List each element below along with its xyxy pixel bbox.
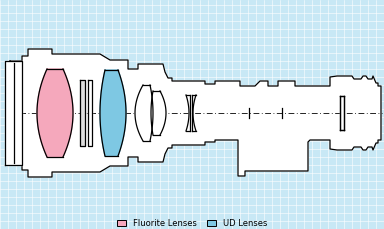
Polygon shape xyxy=(151,91,166,135)
Polygon shape xyxy=(80,80,85,146)
Polygon shape xyxy=(37,69,73,157)
Polygon shape xyxy=(100,70,126,156)
Polygon shape xyxy=(192,95,196,131)
Polygon shape xyxy=(186,95,190,131)
Legend: Fluorite Lenses, UD Lenses: Fluorite Lenses, UD Lenses xyxy=(115,217,269,229)
Polygon shape xyxy=(5,61,22,165)
Polygon shape xyxy=(10,49,381,177)
Polygon shape xyxy=(88,80,92,146)
Polygon shape xyxy=(340,96,344,130)
Polygon shape xyxy=(135,85,153,141)
